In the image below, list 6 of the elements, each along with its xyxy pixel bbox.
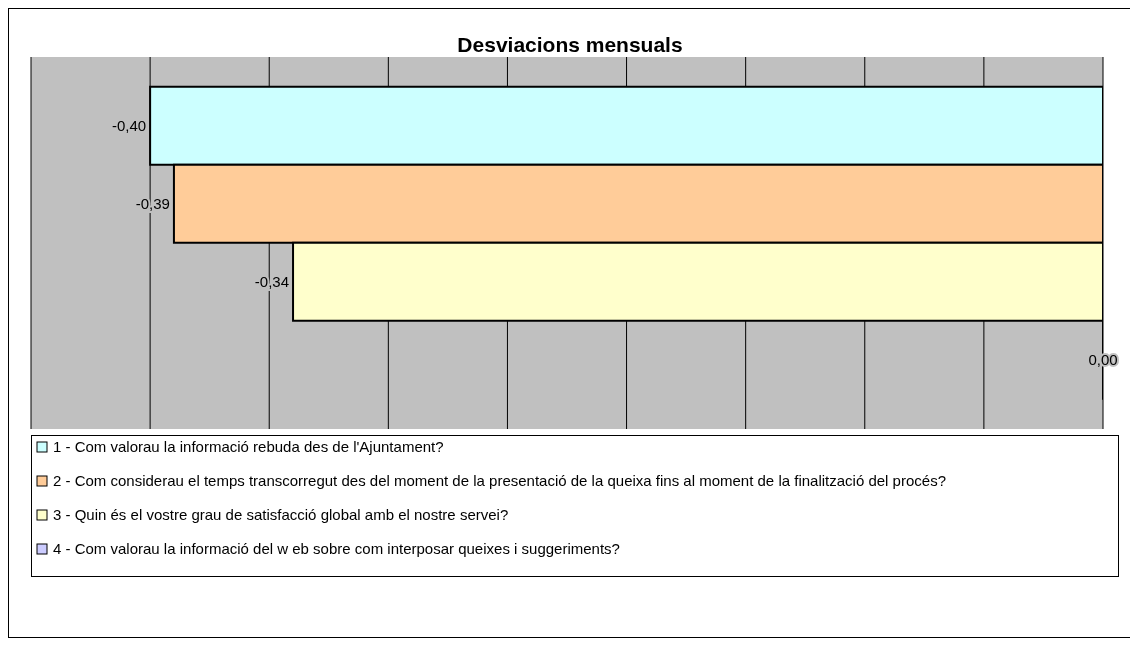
chart-title: Desviacions mensuals [456, 32, 684, 57]
legend-label: 2 - Com considerau el temps transcorregut des del moment de la presentació de la queixa fins al moment de la finalització del procés? [53, 472, 946, 489]
data-label: -0,40 [111, 116, 147, 134]
legend-label: 4 - Com valorau la informació del w eb sobre com interposar queixes i suggeriments? [53, 540, 620, 557]
legend-label: 1 - Com valorau la informació rebuda des de l'Ajuntament? [53, 438, 444, 455]
legend-label: 3 - Quin és el vostre grau de satisfacció global amb el nostre servei? [53, 506, 509, 523]
